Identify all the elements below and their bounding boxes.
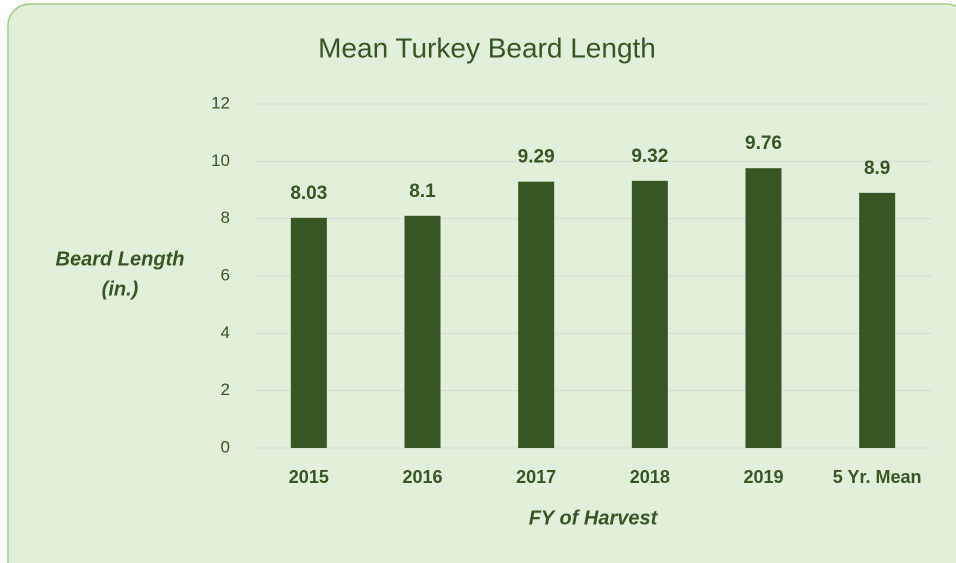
y-tick-label: 4 bbox=[221, 323, 230, 342]
x-tick-label: 2017 bbox=[516, 467, 556, 487]
data-label: 9.76 bbox=[745, 133, 782, 154]
x-axis-label: FY of Harvest bbox=[529, 507, 659, 529]
x-tick-label: 2018 bbox=[630, 467, 670, 487]
chart-title: Mean Turkey Beard Length bbox=[318, 32, 656, 63]
bar bbox=[404, 215, 441, 448]
y-tick-label: 6 bbox=[221, 265, 230, 284]
x-tick-label: 5 Yr. Mean bbox=[833, 467, 922, 487]
data-label: 9.29 bbox=[518, 147, 555, 168]
y-axis-label: Beard Length bbox=[56, 248, 185, 270]
x-tick-label: 2019 bbox=[743, 467, 783, 487]
bar bbox=[859, 192, 896, 448]
y-axis-label: (in.) bbox=[102, 278, 139, 300]
bar bbox=[631, 180, 668, 448]
y-tick-label: 10 bbox=[211, 151, 230, 170]
y-tick-label: 2 bbox=[221, 380, 230, 399]
x-tick-label: 2015 bbox=[289, 467, 329, 487]
y-tick-label: 0 bbox=[221, 437, 230, 456]
data-label: 9.32 bbox=[631, 146, 668, 167]
x-tick-label: 2016 bbox=[402, 467, 442, 487]
data-label: 8.1 bbox=[409, 181, 436, 202]
bar bbox=[745, 168, 782, 449]
data-label: 8.9 bbox=[864, 158, 890, 179]
y-tick-label: 8 bbox=[221, 208, 230, 227]
bar bbox=[290, 217, 327, 448]
y-tick-label: 12 bbox=[211, 93, 230, 112]
bar bbox=[518, 181, 555, 449]
data-label: 8.03 bbox=[290, 183, 327, 204]
chart-background bbox=[7, 3, 956, 563]
